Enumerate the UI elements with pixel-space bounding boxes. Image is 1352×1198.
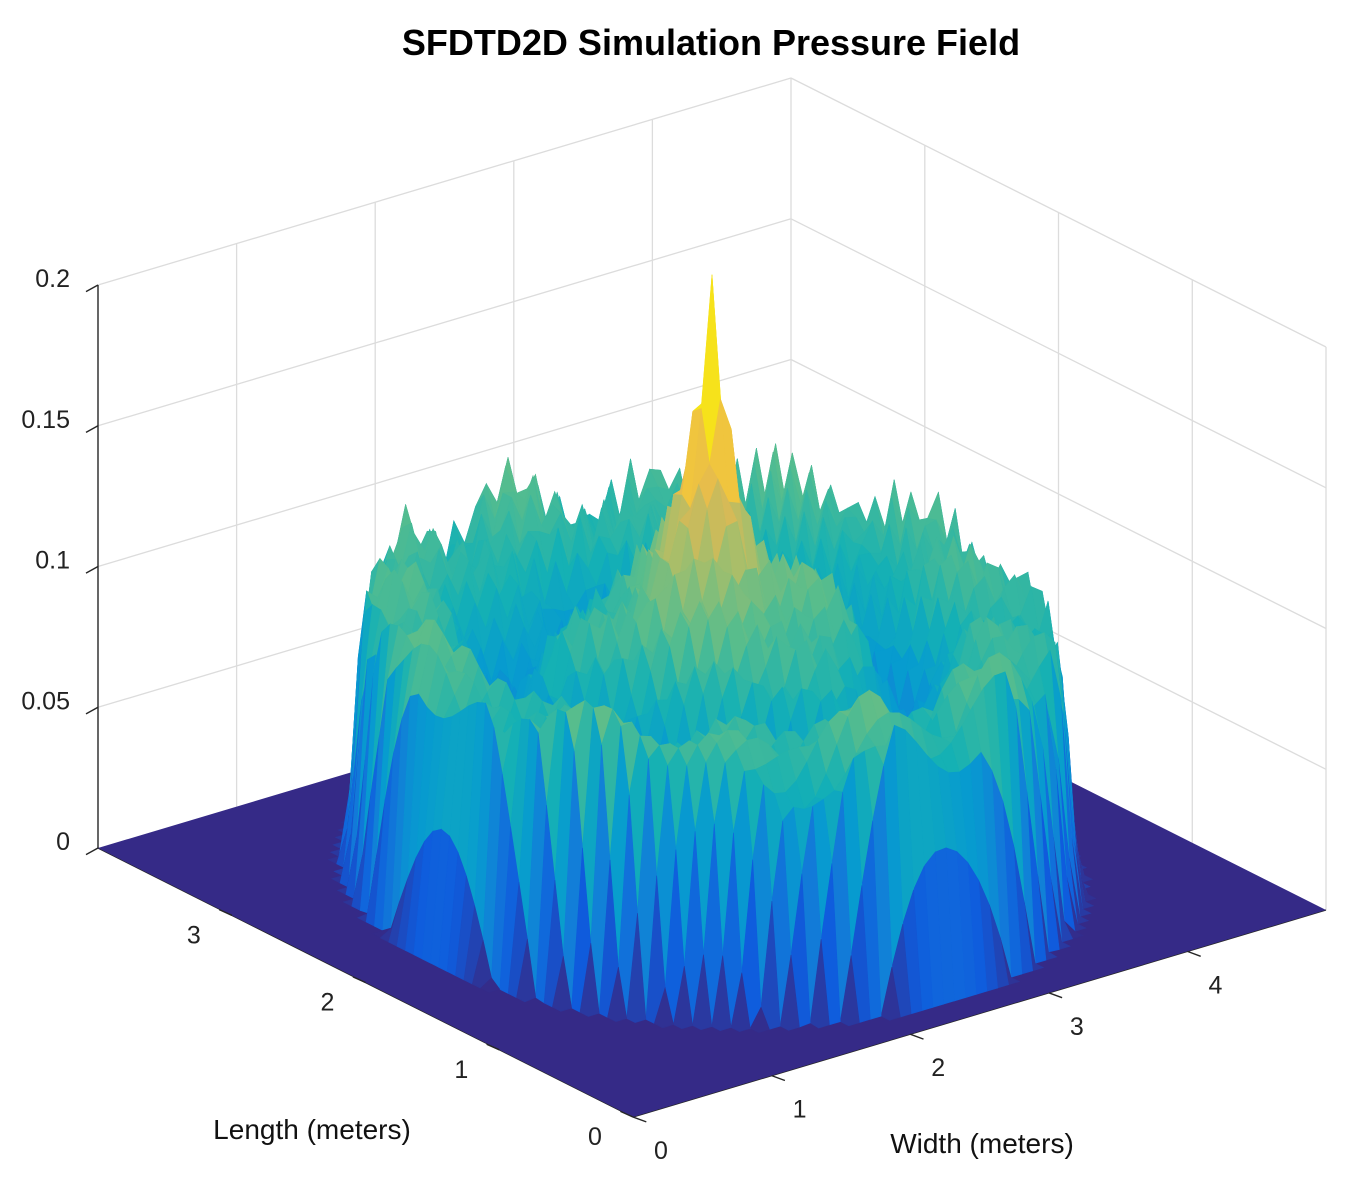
- tick-mark: [85, 284, 99, 293]
- surface-patch: [749, 1006, 770, 1033]
- y-tick-label: 3: [187, 921, 201, 949]
- tick-mark: [632, 1116, 647, 1123]
- surface-patch: [626, 913, 647, 1023]
- grid-line: [790, 358, 1327, 630]
- surface-patch: [692, 954, 713, 1031]
- surface-layer: [98, 274, 1326, 1117]
- z-tick-label: 0: [56, 828, 70, 856]
- y-tick-label: 0: [588, 1123, 602, 1151]
- x-tick-label: 1: [793, 1096, 807, 1124]
- grid-line: [790, 77, 1327, 348]
- tick-mark: [352, 976, 366, 984]
- x-axis-label: Width (meters): [890, 1128, 1074, 1159]
- tick-mark: [85, 706, 99, 715]
- surface-patch: [711, 955, 732, 1032]
- x-tick-label: 0: [654, 1137, 668, 1165]
- surface-patch: [839, 955, 860, 1027]
- tick-mark: [771, 1074, 786, 1082]
- surface-patch: [516, 938, 537, 1003]
- surface-patch: [552, 955, 572, 1012]
- tick-mark: [218, 908, 233, 916]
- z-tick-label: 0.15: [21, 406, 70, 434]
- surface-patch: [480, 977, 501, 993]
- y-tick-label: 1: [454, 1056, 468, 1084]
- x-tick-label: 3: [1070, 1013, 1084, 1041]
- surface-patch: [880, 966, 901, 1021]
- tick-mark: [85, 847, 99, 856]
- surface-patch: [779, 954, 800, 1031]
- surface-patch: [673, 966, 693, 1030]
- x-tick-label: 4: [1208, 971, 1222, 999]
- tick-layer: 0 0.05 0.1 0.15 0.2 0 1 2 3 4 0 1 2 3: [21, 265, 1222, 1165]
- y-tick-label: 2: [321, 989, 335, 1017]
- surface-patch: [809, 939, 830, 1029]
- surface-patch: [607, 967, 628, 1022]
- grid-line: [97, 77, 792, 286]
- surface-patch: [730, 972, 751, 1032]
- y-axis-label: Length (meters): [213, 1114, 411, 1145]
- grid-line: [790, 218, 1327, 489]
- tick-mark: [486, 1043, 500, 1051]
- chart-title: SFDTD2D Simulation Pressure Field: [402, 22, 1020, 63]
- surface-patch: [653, 986, 674, 1029]
- tick-mark: [909, 1033, 924, 1040]
- tick-mark: [85, 565, 99, 574]
- z-tick-label: 0.1: [35, 547, 70, 575]
- tick-mark: [620, 1110, 634, 1118]
- z-tick-label: 0.05: [21, 687, 70, 715]
- x-tick-label: 2: [931, 1054, 945, 1082]
- tick-mark: [1187, 950, 1201, 957]
- z-tick-label: 0.2: [35, 265, 70, 293]
- surface-patch: [579, 943, 600, 1017]
- grid-line: [97, 358, 792, 568]
- tick-mark: [1048, 992, 1063, 999]
- tick-mark: [85, 425, 99, 434]
- grid-line: [97, 218, 792, 427]
